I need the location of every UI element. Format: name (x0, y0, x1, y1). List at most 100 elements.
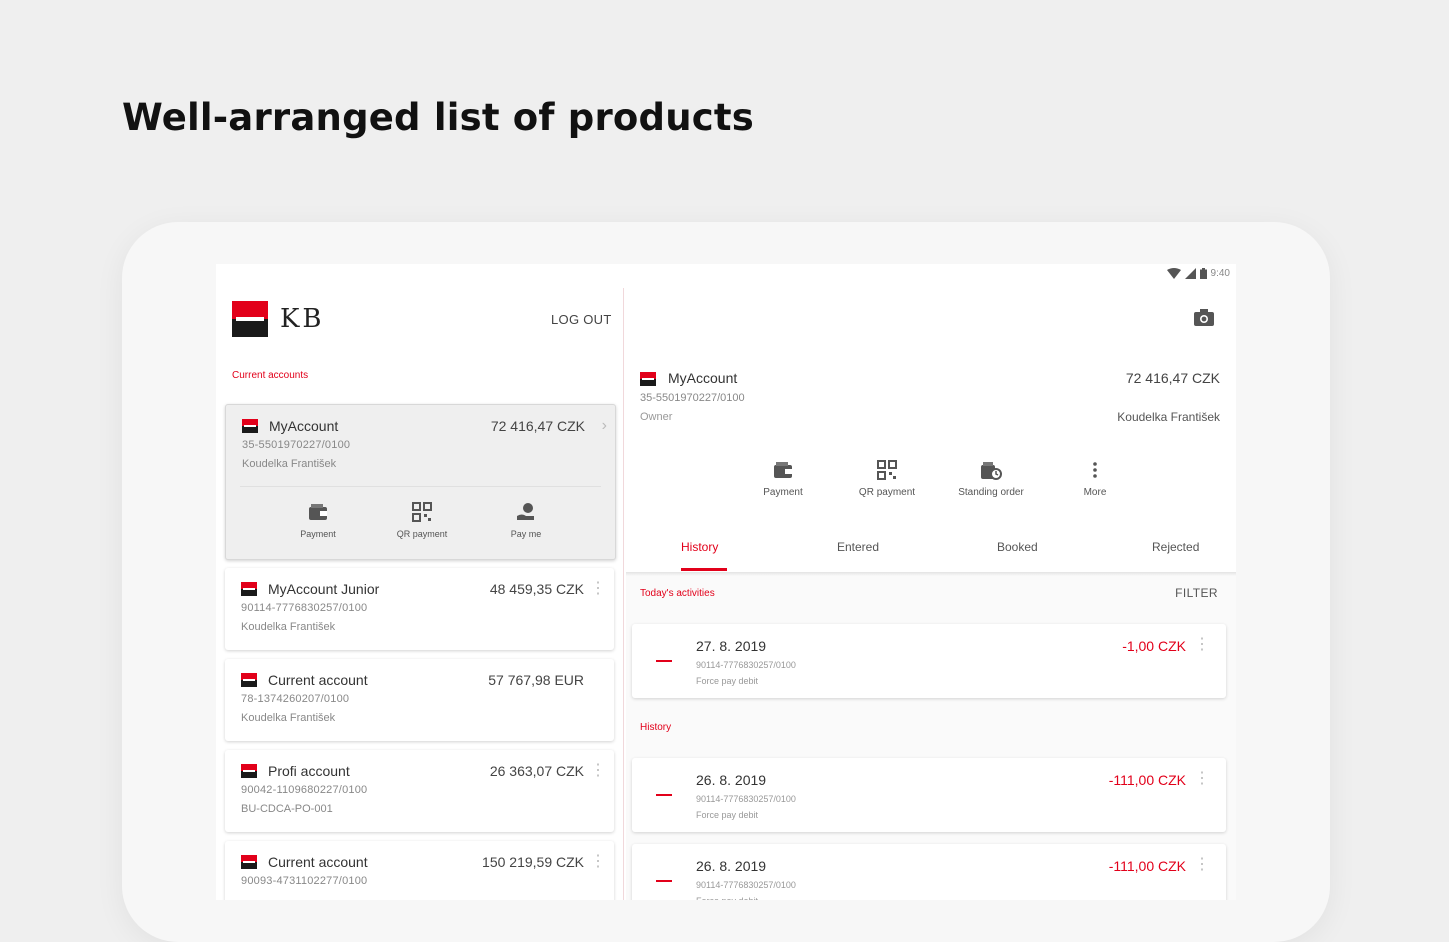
camera-icon[interactable] (1194, 308, 1214, 331)
payment-label: Payment (300, 529, 336, 539)
account-number: 90093-4731102277/0100 (241, 875, 368, 887)
account-balance: 57 767,98 EUR (488, 672, 584, 688)
tab-booked[interactable]: Booked (997, 540, 1038, 554)
transaction-date: 27. 8. 2019 (696, 638, 767, 654)
accounts-pane: KB LOG OUT Current accounts MyAccount 72… (216, 264, 622, 900)
transaction-amount: -1,00 CZK (1122, 638, 1186, 654)
transaction-row[interactable]: 26. 8. 2019 90114-7776830257/0100 Force … (632, 844, 1226, 900)
account-detail-pane: MyAccount 72 416,47 CZK 35-5501970227/01… (626, 264, 1236, 900)
detail-actions: Payment QR payment Standing order More (731, 459, 1147, 498)
payment-button[interactable]: Payment (731, 459, 835, 498)
wifi-icon (1166, 268, 1181, 279)
account-card[interactable]: Current account 57 767,98 EUR 78-1374260… (225, 659, 614, 741)
account-icon (241, 855, 257, 869)
more-vertical-icon[interactable]: ⋮ (590, 762, 606, 779)
tab-history[interactable]: History (681, 540, 719, 554)
section-label-current-accounts: Current accounts (232, 370, 309, 381)
account-number: 78-1374260207/0100 (241, 693, 350, 705)
qr-code-icon (370, 501, 474, 523)
card-divider (240, 486, 601, 487)
account-owner: Koudelka František (241, 712, 336, 724)
account-name: Current account (268, 672, 368, 688)
account-icon (242, 419, 258, 433)
qr-payment-button[interactable]: QR payment (370, 501, 474, 539)
account-number: 90042-1109680227/0100 (241, 784, 368, 796)
account-balance: 26 363,07 CZK (489, 763, 584, 779)
filter-button[interactable]: FILTER (1175, 586, 1218, 600)
account-name: Current account (268, 854, 368, 870)
app-screen: 9:40 KB LOG OUT Current accounts MyAccou… (216, 264, 1236, 900)
account-name: MyAccount (269, 418, 339, 434)
transaction-type: Force pay debit (696, 810, 759, 820)
tab-rejected[interactable]: Rejected (1152, 540, 1200, 554)
standing-order-label: Standing order (958, 487, 1024, 498)
wallet-icon (731, 459, 835, 481)
qr-code-icon (835, 459, 939, 481)
signal-icon (1184, 268, 1196, 279)
more-label: More (1083, 487, 1107, 498)
more-vertical-icon[interactable]: ⋮ (1194, 856, 1210, 873)
account-name: MyAccount Junior (268, 581, 380, 597)
kb-logo-icon (232, 301, 268, 337)
account-card[interactable]: Profi account 26 363,07 CZK ⋮ 90042-1109… (225, 750, 614, 832)
transaction-date: 26. 8. 2019 (696, 772, 767, 788)
pane-divider (623, 288, 624, 900)
chevron-right-icon[interactable]: › (601, 417, 607, 434)
more-vertical-icon[interactable]: ⋮ (590, 853, 606, 870)
transaction-account: 90114-7776830257/0100 (696, 660, 796, 670)
detail-account-balance: 72 416,47 CZK (1125, 370, 1220, 386)
tab-entered[interactable]: Entered (837, 540, 880, 554)
qr-payment-button[interactable]: QR payment (835, 459, 939, 498)
debit-indicator-icon (656, 880, 672, 882)
account-number: 90114-7776830257/0100 (241, 602, 368, 614)
transaction-account: 90114-7776830257/0100 (696, 880, 796, 890)
status-time: 9:40 (1210, 268, 1230, 279)
wallet-icon (266, 501, 370, 523)
standing-order-button[interactable]: Standing order (939, 459, 1043, 498)
qr-payment-label: QR payment (396, 529, 448, 539)
more-button[interactable]: More (1043, 459, 1147, 498)
account-icon (640, 370, 656, 386)
account-card[interactable]: MyAccount Junior 48 459,35 CZK ⋮ 90114-7… (225, 568, 614, 650)
card-actions: Payment QR payment Pay me (266, 501, 578, 539)
account-number: 35-5501970227/0100 (242, 439, 351, 451)
account-card[interactable]: MyAccount 72 416,47 CZK › 35-5501970227/… (225, 404, 616, 560)
account-name: Profi account (268, 763, 350, 779)
transaction-date: 26. 8. 2019 (696, 858, 767, 874)
history-tabs: History Entered Booked Rejected (626, 532, 1236, 572)
account-icon (241, 764, 257, 778)
brand-name: KB (280, 304, 325, 334)
battery-icon (1199, 268, 1207, 279)
more-vertical-icon[interactable]: ⋮ (1194, 770, 1210, 787)
account-balance: 72 416,47 CZK (490, 418, 585, 434)
active-tab-indicator (681, 568, 727, 571)
detail-account-name: MyAccount (668, 370, 738, 386)
payment-label: Payment (763, 487, 803, 498)
transaction-amount: -111,00 CZK (1108, 858, 1186, 874)
hand-coins-icon (474, 501, 578, 523)
transaction-row[interactable]: 26. 8. 2019 90114-7776830257/0100 Force … (632, 758, 1226, 832)
payment-button[interactable]: Payment (266, 501, 370, 539)
logout-button[interactable]: LOG OUT (551, 312, 612, 327)
status-bar: 9:40 (1166, 268, 1230, 279)
transaction-type: Force pay debit (696, 676, 759, 686)
detail-account-role: Owner (640, 411, 673, 423)
account-owner: BU-CDCA-PO-001 (241, 803, 333, 815)
detail-account-number: 35-5501970227/0100 (640, 392, 745, 404)
detail-account-owner: Koudelka František (1117, 410, 1220, 424)
pay-me-label: Pay me (510, 529, 542, 539)
more-vertical-icon[interactable]: ⋮ (1194, 636, 1210, 653)
debit-indicator-icon (656, 794, 672, 796)
page-headline: Well-arranged list of products (122, 96, 755, 139)
transaction-type: Force pay debit (696, 896, 758, 900)
account-card[interactable]: Current account 150 219,59 CZK ⋮ 90093-4… (225, 841, 614, 900)
pay-me-button[interactable]: Pay me (474, 501, 578, 539)
account-owner: Koudelka František (241, 621, 336, 633)
transaction-row[interactable]: 27. 8. 2019 90114-7776830257/0100 Force … (632, 624, 1226, 698)
account-owner: Koudelka František (242, 458, 337, 470)
debit-indicator-icon (656, 660, 672, 662)
transaction-account: 90114-7776830257/0100 (696, 794, 796, 804)
tabs-shadow (626, 572, 1236, 576)
account-balance: 150 219,59 CZK (482, 854, 584, 870)
more-vertical-icon[interactable]: ⋮ (590, 580, 606, 597)
